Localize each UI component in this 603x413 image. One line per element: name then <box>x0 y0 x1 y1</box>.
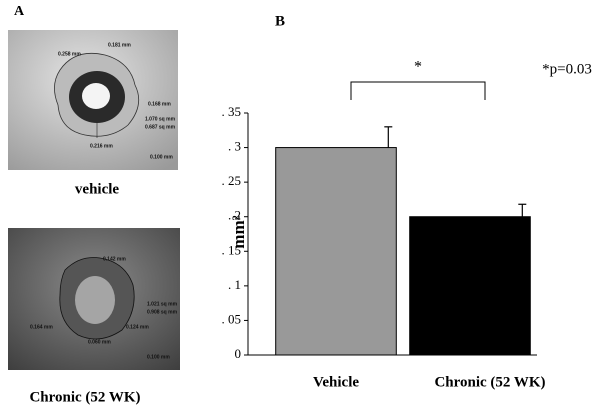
image-caption: Chronic (52 WK) <box>29 389 140 405</box>
measurement: 0.181 mm <box>108 42 131 48</box>
measurement: 0.908 sq mm <box>147 309 178 315</box>
y-tick-label: 0 <box>235 346 242 361</box>
significance-bracket <box>350 81 486 100</box>
image-caption: vehicle <box>75 181 119 197</box>
x-tick-label: Chronic (52 WK) <box>434 374 545 390</box>
panel-label: B <box>275 13 285 29</box>
measurement: 0.216 mm <box>90 143 113 149</box>
measurement: 0.258 mm <box>58 51 81 57</box>
measurement: 0.060 mm <box>88 339 111 345</box>
bar <box>275 147 397 356</box>
significance-mark: * <box>414 59 422 76</box>
y-tick-label: . 3 <box>228 139 241 154</box>
y-tick-label: . 25 <box>222 173 242 188</box>
measurement: 1.021 sq mm <box>147 301 178 307</box>
measurement: 0.124 mm <box>126 324 149 330</box>
measurement: 1.070 sq mm <box>145 116 176 122</box>
measurement: 0.142 mm <box>103 256 126 262</box>
lumen <box>82 83 110 109</box>
measurement: 0.100 mm <box>147 354 170 360</box>
p-value-note: *p=0.03 <box>542 61 592 77</box>
y-axis-label: mm² <box>229 215 248 248</box>
measurement: 0.168 mm <box>148 101 171 107</box>
y-tick-label: . 05 <box>222 311 242 326</box>
y-tick-label: . 35 <box>222 104 242 119</box>
bar <box>409 216 531 356</box>
micrograph: 0.142 mm 1.021 sq mm 0.908 sq mm 0.164 m… <box>8 228 180 370</box>
y-tick-label: . 1 <box>228 277 241 292</box>
y-tick-label: . 2 <box>228 208 241 223</box>
panel-label: A <box>14 4 25 19</box>
y-tick-label: . 15 <box>222 242 242 257</box>
lumen <box>75 276 115 324</box>
micrograph: 0.258 mm 0.181 mm 0.168 mm 1.070 sq mm 0… <box>8 30 178 170</box>
x-tick-label: Vehicle <box>313 374 359 390</box>
measurement: 0.687 sq mm <box>145 124 176 130</box>
measurement: 0.164 mm <box>30 324 53 330</box>
measurement: 0.100 mm <box>150 154 173 160</box>
